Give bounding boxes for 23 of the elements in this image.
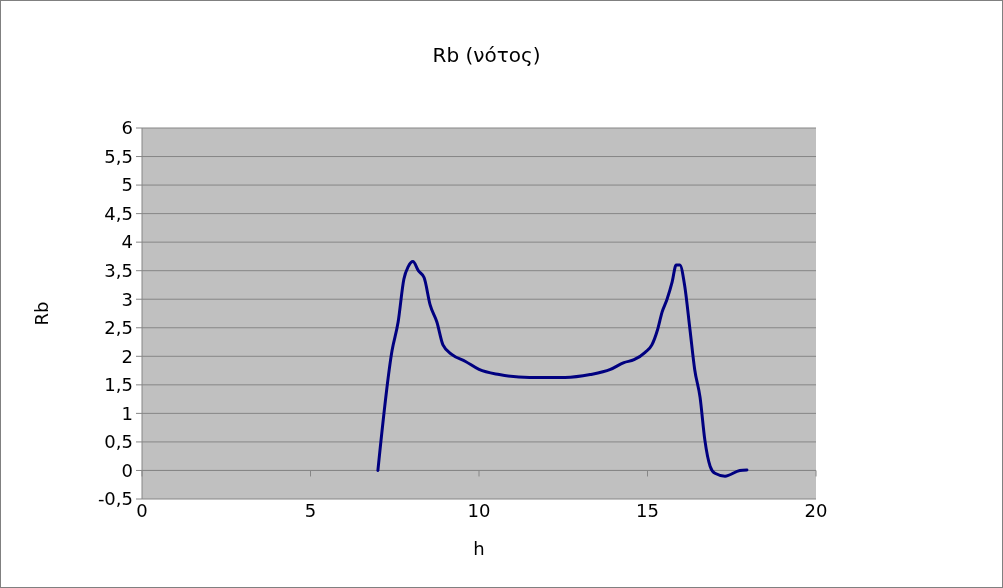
y-tick-label: 1 xyxy=(121,402,133,424)
y-tick-label: 1,5 xyxy=(104,374,133,396)
x-tick-label: 10 xyxy=(467,500,491,521)
x-tick-label: 5 xyxy=(304,500,317,521)
chart-title: Rb (νότος) xyxy=(432,43,541,67)
y-tick-label: 5,5 xyxy=(104,145,133,167)
y-tick-label: 2 xyxy=(121,345,133,367)
y-tick-label: -0,5 xyxy=(97,488,133,510)
y-tick-label: 6 xyxy=(121,117,133,139)
x-tick-label: 0 xyxy=(136,500,148,521)
y-tick-label: 3,5 xyxy=(104,259,133,281)
y-tick-label: 5 xyxy=(121,174,133,196)
y-tick-label: 4,5 xyxy=(104,202,133,224)
y-tick-label: 0,5 xyxy=(104,431,133,453)
x-axis-title: h xyxy=(473,538,485,559)
y-axis-title: Rb xyxy=(31,301,52,326)
y-tick-label: 4 xyxy=(121,231,133,253)
y-tick-label: 3 xyxy=(121,288,133,310)
y-tick-label: 2,5 xyxy=(104,317,133,339)
line-series xyxy=(376,260,749,478)
x-tick-label: 15 xyxy=(636,500,659,521)
y-tick-label: 0 xyxy=(121,459,133,481)
x-tick-label: 20 xyxy=(804,500,828,521)
